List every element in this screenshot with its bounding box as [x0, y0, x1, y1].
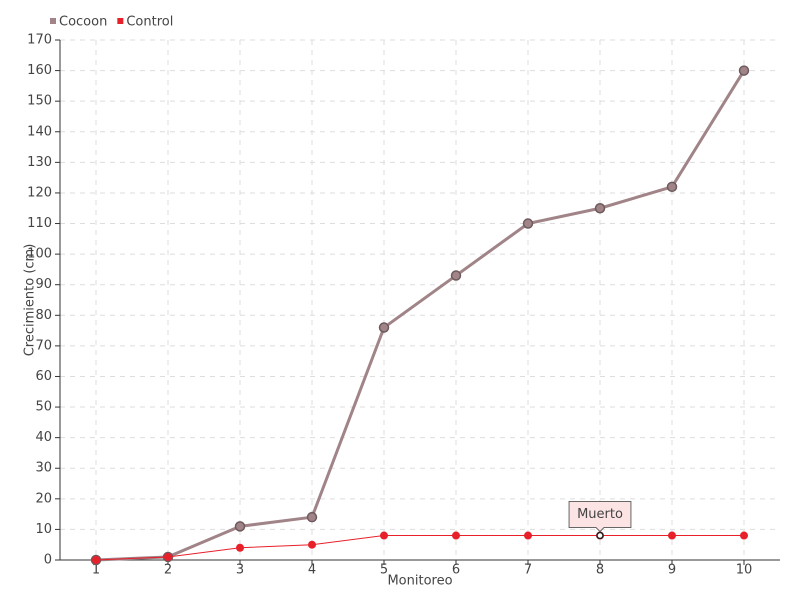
y-tick-label: 90 — [35, 277, 52, 292]
x-axis-label: Monitoreo — [387, 574, 452, 589]
data-point — [524, 531, 532, 540]
series-line — [95, 535, 744, 561]
legend-label: Cocoon — [59, 15, 107, 30]
annotation-label: Muerto — [577, 507, 623, 522]
y-tick-label: 20 — [35, 491, 52, 506]
data-point — [92, 556, 100, 564]
y-tick-label: 30 — [35, 461, 52, 476]
y-tick-label: 10 — [35, 522, 52, 537]
annotation: Muerto — [568, 501, 632, 533]
y-tick-label: 170 — [27, 33, 52, 48]
x-tick-label: 8 — [596, 563, 604, 578]
y-tick-label: 150 — [27, 94, 52, 109]
y-tick-label: 40 — [35, 430, 52, 445]
x-tick-label: 3 — [236, 563, 244, 578]
data-point — [450, 270, 462, 281]
x-tick-label: 10 — [736, 563, 753, 578]
series-line — [95, 69, 746, 562]
y-tick-label: 70 — [35, 338, 52, 353]
data-point — [306, 511, 318, 523]
data-point — [308, 540, 316, 549]
data-point — [236, 543, 244, 552]
x-tick-label: 1 — [92, 563, 100, 578]
data-point — [522, 218, 534, 229]
annotation-box — [568, 501, 632, 533]
legend-label: Control — [126, 15, 173, 30]
y-axis-label: Crecimiento (cm) — [23, 244, 38, 357]
y-tick-label: 110 — [27, 216, 52, 231]
legend-swatch — [50, 18, 56, 24]
y-tick-label: 80 — [35, 308, 52, 323]
y-tick-label: 0 — [44, 553, 52, 568]
data-point — [164, 552, 172, 561]
data-point — [234, 521, 246, 532]
legend-swatch — [117, 18, 124, 24]
data-point — [740, 531, 748, 540]
data-point — [378, 322, 390, 333]
x-tick-label: 9 — [668, 563, 676, 578]
data-point — [738, 65, 750, 76]
x-tick-label: 6 — [452, 563, 460, 578]
y-tick-label: 100 — [27, 247, 52, 262]
data-point — [668, 531, 676, 540]
x-tick-label: 4 — [308, 563, 316, 578]
y-tick-label: 120 — [27, 185, 52, 200]
x-tick-label: 7 — [524, 563, 532, 578]
y-tick-label: 140 — [27, 124, 52, 139]
data-point — [666, 181, 678, 193]
x-tick-label: 5 — [380, 563, 388, 578]
data-point — [452, 531, 460, 540]
annotation-point — [596, 531, 604, 540]
data-point — [380, 531, 388, 540]
x-tick-label: 2 — [164, 563, 172, 578]
y-tick-label: 60 — [35, 369, 52, 384]
y-tick-label: 130 — [27, 155, 52, 170]
y-tick-label: 160 — [27, 63, 52, 78]
y-tick-label: 50 — [35, 400, 52, 415]
data-point — [594, 202, 606, 214]
